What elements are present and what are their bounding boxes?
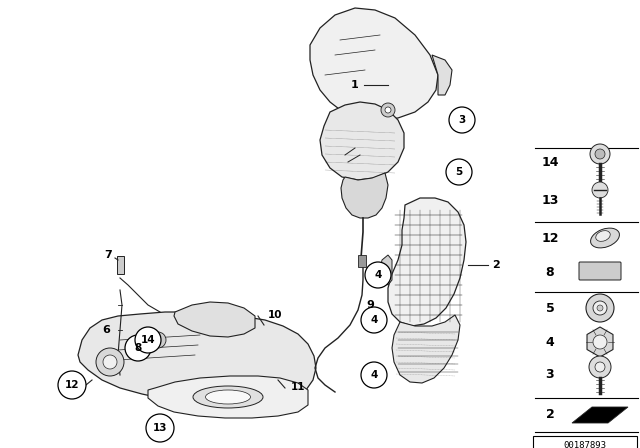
Circle shape: [365, 262, 391, 288]
Circle shape: [446, 159, 472, 185]
Polygon shape: [392, 315, 460, 383]
Circle shape: [135, 327, 161, 353]
Text: 14: 14: [541, 155, 559, 168]
Ellipse shape: [596, 231, 611, 241]
Circle shape: [103, 355, 117, 369]
Polygon shape: [380, 255, 392, 285]
Circle shape: [589, 356, 611, 378]
Text: 4: 4: [371, 315, 378, 325]
Text: 12: 12: [541, 232, 559, 245]
Circle shape: [595, 149, 605, 159]
Ellipse shape: [591, 228, 620, 248]
Circle shape: [593, 301, 607, 315]
Ellipse shape: [193, 386, 263, 408]
Ellipse shape: [205, 390, 250, 404]
Circle shape: [385, 107, 391, 113]
Circle shape: [381, 103, 395, 117]
Text: 9: 9: [366, 300, 374, 310]
Text: 4: 4: [371, 370, 378, 380]
Circle shape: [58, 371, 86, 399]
Polygon shape: [388, 198, 466, 326]
Circle shape: [592, 182, 608, 198]
Circle shape: [597, 305, 603, 311]
Circle shape: [150, 332, 166, 348]
Text: 00187893: 00187893: [563, 440, 607, 448]
Circle shape: [361, 362, 387, 388]
Polygon shape: [174, 302, 255, 337]
Text: 5: 5: [546, 302, 554, 314]
FancyBboxPatch shape: [579, 262, 621, 280]
Circle shape: [595, 362, 605, 372]
Polygon shape: [341, 173, 388, 218]
Polygon shape: [432, 55, 452, 95]
Text: 10: 10: [268, 310, 282, 320]
Text: 12: 12: [65, 380, 79, 390]
Text: 11: 11: [291, 382, 305, 392]
Text: 13: 13: [153, 423, 167, 433]
Circle shape: [132, 342, 148, 358]
Polygon shape: [310, 8, 438, 120]
Text: 3: 3: [546, 369, 554, 382]
Text: 6: 6: [102, 325, 110, 335]
Circle shape: [361, 307, 387, 333]
Circle shape: [590, 144, 610, 164]
Polygon shape: [148, 376, 308, 418]
Text: 14: 14: [141, 335, 156, 345]
Text: 13: 13: [541, 194, 559, 207]
Polygon shape: [572, 407, 628, 423]
Polygon shape: [78, 312, 316, 406]
Text: 4: 4: [374, 270, 381, 280]
Text: 2: 2: [492, 260, 500, 270]
Bar: [358, 255, 366, 267]
Text: 1: 1: [351, 80, 359, 90]
Text: 8: 8: [134, 343, 141, 353]
Text: 3: 3: [458, 115, 466, 125]
Polygon shape: [587, 327, 613, 357]
Text: 5: 5: [456, 167, 463, 177]
Circle shape: [586, 294, 614, 322]
Circle shape: [449, 107, 475, 133]
Text: 7: 7: [104, 250, 112, 260]
Circle shape: [96, 348, 124, 376]
Polygon shape: [320, 102, 404, 180]
Text: 8: 8: [546, 266, 554, 279]
Bar: [117, 256, 124, 274]
FancyBboxPatch shape: [533, 436, 637, 448]
Text: 2: 2: [546, 409, 554, 422]
Circle shape: [125, 335, 151, 361]
Circle shape: [593, 335, 607, 349]
Text: 4: 4: [546, 336, 554, 349]
Circle shape: [146, 414, 174, 442]
